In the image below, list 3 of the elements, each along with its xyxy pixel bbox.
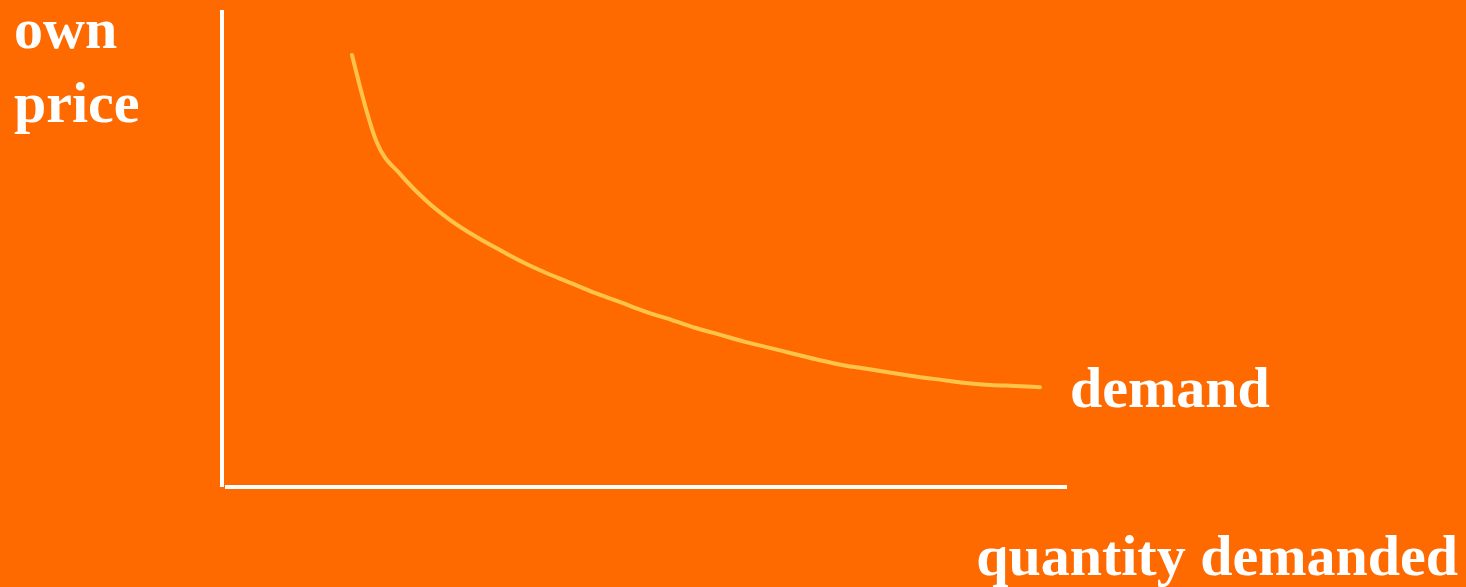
series-label: demand (1070, 355, 1270, 421)
x-axis-title: quantity demanded (976, 523, 1458, 587)
y-axis-title: own price (14, 0, 140, 135)
